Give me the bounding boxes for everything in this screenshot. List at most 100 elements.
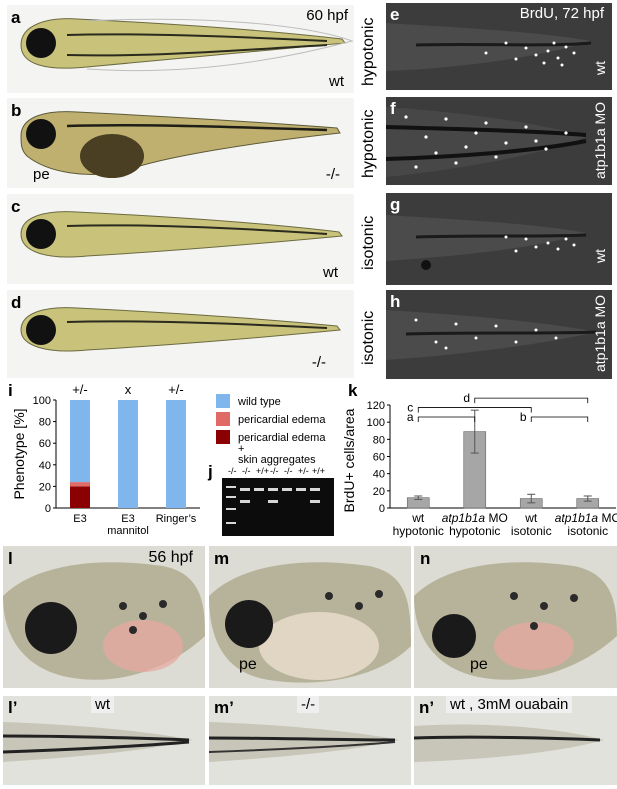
pe-annotation: pe bbox=[239, 656, 257, 673]
x-tick-label: isotonic bbox=[567, 524, 608, 538]
lane-label: -/- bbox=[242, 466, 251, 476]
panel-letter: c bbox=[11, 197, 21, 216]
panel-e-image: e BrdU, 72 hpf wt bbox=[386, 3, 612, 90]
legend-swatch bbox=[216, 394, 230, 408]
panel-letter: m’ bbox=[214, 698, 234, 717]
panel-c-image: c wt bbox=[7, 194, 354, 284]
tail-closeup bbox=[414, 724, 604, 762]
y-tick-label: 60 bbox=[39, 438, 51, 450]
bar-segment bbox=[70, 400, 90, 483]
y-tick-label: 20 bbox=[373, 486, 385, 498]
panel-h-image: h atp1b1a MO bbox=[386, 290, 612, 379]
tail-closeup bbox=[3, 722, 193, 762]
legend-label: skin aggregates bbox=[238, 454, 316, 466]
panel-letter: n bbox=[420, 549, 431, 568]
panel-g-image: g wt bbox=[386, 193, 612, 285]
genotype-label: -/- bbox=[297, 696, 320, 713]
brdu-staining bbox=[386, 215, 587, 270]
bar-top-label: +/- bbox=[168, 382, 184, 397]
genotype-label: wt bbox=[91, 696, 114, 713]
lane-label: -/- bbox=[228, 466, 237, 476]
significance-bracket bbox=[530, 416, 589, 423]
y-axis-label: BrdU+ cells/area bbox=[341, 408, 357, 512]
larva-closeup bbox=[209, 562, 411, 683]
y-axis-label: Phenotype [%] bbox=[11, 408, 27, 499]
legend-label: pericardial edema bbox=[238, 432, 326, 444]
y-tick-label: 0 bbox=[45, 503, 51, 515]
panel-l-prime-image: l’ wt bbox=[3, 696, 205, 785]
x-tick-label: hypotonic bbox=[449, 524, 500, 538]
larva-drawing bbox=[20, 307, 341, 352]
brdu-staining bbox=[386, 107, 587, 177]
panel-letter: a bbox=[11, 8, 21, 27]
panel-letter: e bbox=[390, 5, 400, 24]
significance-label: c bbox=[407, 401, 413, 415]
genotype-label: wt bbox=[329, 73, 344, 90]
panel-m-image: m pe bbox=[209, 546, 411, 688]
panel-d-image: d -/- bbox=[7, 290, 354, 378]
genotype-label: atp1b1a MO bbox=[592, 101, 608, 179]
y-tick-label: 40 bbox=[373, 469, 385, 481]
panel-letter: d bbox=[11, 293, 22, 312]
panel-n-prime-image: n’ wt , 3mM ouabain bbox=[414, 696, 617, 785]
larva-drawing bbox=[20, 111, 341, 178]
larva-closeup bbox=[3, 562, 205, 680]
panel-b-image: b pe -/- bbox=[7, 98, 354, 188]
larva-drawing bbox=[20, 211, 343, 258]
gel-lane-labels: -/- -/- +/+ -/- -/- +/- +/+ bbox=[224, 466, 336, 478]
panel-letter: j bbox=[208, 462, 213, 481]
lane-label: -/- bbox=[270, 466, 279, 476]
significance-bracket bbox=[417, 407, 532, 413]
y-tick-label: 20 bbox=[39, 481, 51, 493]
y-tick-label: 120 bbox=[367, 400, 385, 412]
significance-label: b bbox=[520, 410, 527, 424]
significance-label: a bbox=[407, 410, 414, 424]
panel-letter: f bbox=[390, 99, 396, 118]
condition-label-f: hypotonic bbox=[360, 109, 377, 179]
brdu-staining bbox=[386, 23, 592, 71]
x-tick-label: wt bbox=[411, 511, 425, 525]
bar-segment bbox=[166, 400, 186, 508]
tail-closeup bbox=[209, 722, 399, 762]
larva-drawing bbox=[20, 18, 354, 72]
significance-label: d bbox=[463, 391, 470, 405]
x-tick-label: E3 bbox=[121, 513, 134, 525]
brdu-label: BrdU, 72 hpf bbox=[519, 5, 604, 22]
x-tick-label: hypotonic bbox=[393, 524, 444, 538]
y-tick-label: 100 bbox=[367, 417, 385, 429]
x-tick-label: mannitol bbox=[107, 525, 149, 537]
lane-label: +/+ bbox=[256, 466, 270, 476]
condition-label-h: isotonic bbox=[360, 310, 377, 365]
x-tick-label: atp1b1a MO bbox=[555, 511, 617, 525]
y-tick-label: 60 bbox=[373, 452, 385, 464]
genotype-label: -/- bbox=[325, 166, 340, 183]
panel-letter: n’ bbox=[419, 698, 435, 717]
legend-label: wild type bbox=[237, 396, 281, 408]
bar-segment bbox=[70, 486, 90, 508]
genotype-label: wt bbox=[323, 264, 338, 281]
x-tick-label: isotonic bbox=[511, 524, 552, 538]
y-tick-label: 100 bbox=[33, 395, 51, 407]
panel-letter: i bbox=[8, 381, 13, 400]
gel-image bbox=[222, 478, 334, 536]
legend-swatch bbox=[216, 430, 230, 444]
pe-annotation: pe bbox=[470, 656, 488, 673]
y-tick-label: 0 bbox=[379, 503, 385, 515]
brdu-staining bbox=[386, 310, 597, 360]
lane-label: +/- bbox=[298, 466, 309, 476]
y-tick-label: 80 bbox=[39, 417, 51, 429]
x-tick-label: E3 bbox=[73, 513, 86, 525]
panel-letter: b bbox=[11, 101, 22, 120]
panel-letter: k bbox=[348, 381, 358, 400]
y-tick-label: 40 bbox=[39, 460, 51, 472]
panel-a-image: a 60 hpf wt bbox=[7, 5, 354, 93]
bar-top-label: +/- bbox=[72, 382, 88, 397]
genotype-label: wt bbox=[592, 249, 608, 263]
panel-letter: l bbox=[8, 549, 13, 568]
panel-letter: l’ bbox=[8, 698, 18, 717]
genotype-label: atp1b1a MO bbox=[592, 294, 608, 372]
x-tick-label: wt bbox=[524, 511, 538, 525]
x-tick-label: atp1b1a MO bbox=[442, 511, 508, 525]
panel-n-image: n pe bbox=[414, 546, 617, 688]
panel-letter: g bbox=[390, 195, 401, 214]
